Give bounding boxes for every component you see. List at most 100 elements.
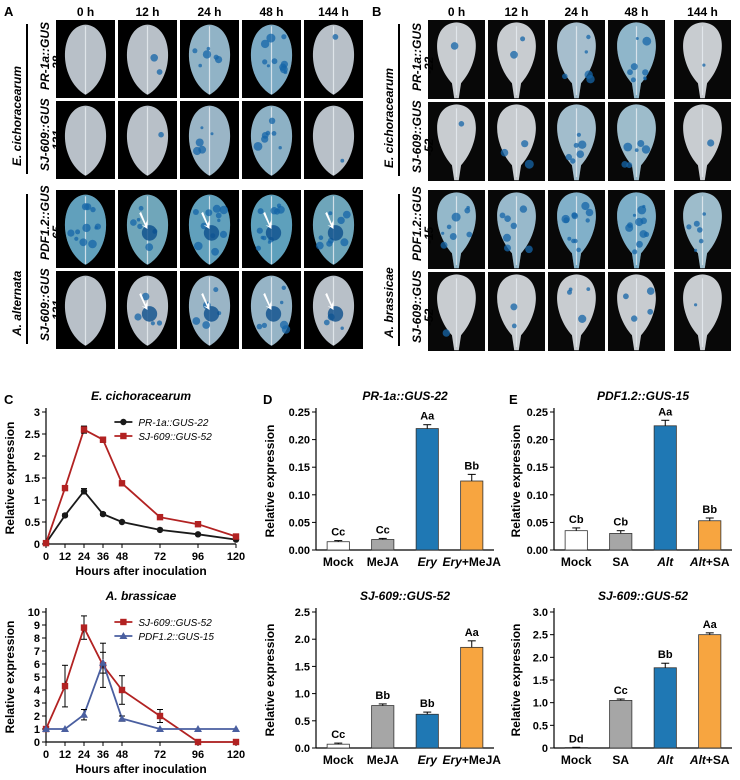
y-tick-label: 1.5 (295, 661, 310, 673)
gus-spot (156, 69, 163, 75)
gus-spot (205, 209, 213, 217)
gus-spot (504, 244, 511, 252)
x-axis-label: Hours after inoculation (75, 564, 206, 578)
row-label-construct: SJ-609::GUS (410, 100, 424, 173)
y-tick-label: 2.0 (295, 634, 310, 646)
leaf-photo-cell (56, 190, 115, 268)
gus-spot (686, 224, 692, 230)
gus-spot (255, 245, 261, 251)
data-point (232, 738, 240, 746)
bar (653, 425, 677, 551)
line-chart-e-cichoracearum: E. cichoracearum 0 0.5 1 1.5 2 2.5 3 0 12 24 36 48 72… (3, 389, 245, 578)
gus-spot (213, 287, 219, 293)
gus-spot (449, 233, 457, 240)
gus-spot (150, 321, 155, 326)
gus-spot (561, 214, 570, 224)
row-label-line: -15 (422, 226, 436, 244)
gus-spot (82, 223, 91, 233)
time-label: 144 h (687, 5, 718, 19)
gus-spot (707, 139, 715, 147)
leaf-photo-cell (428, 190, 485, 269)
gus-spot (635, 37, 639, 40)
leaf-image (683, 104, 722, 181)
bar (326, 541, 350, 551)
gus-spot (524, 159, 534, 169)
gus-spot (217, 218, 221, 223)
gus-spot (578, 314, 587, 323)
leaf-image (64, 24, 107, 95)
bar (415, 713, 439, 749)
row-label-line: -22 (422, 56, 436, 74)
x-tick-label: 36 (97, 749, 109, 761)
category-label: Alt (656, 753, 674, 767)
data-point (156, 526, 164, 534)
leaf-image (557, 274, 596, 351)
y-tick-label: 1 (34, 495, 40, 507)
gus-spot (75, 229, 81, 235)
category-rest-part: +MeJA (462, 555, 501, 569)
gus-spot (141, 292, 150, 301)
leaf-image (617, 274, 656, 351)
leaf-image (683, 274, 722, 351)
leaf-image (188, 24, 231, 95)
category-label: Ery+MeJA (443, 753, 502, 767)
gus-spot (626, 162, 633, 169)
gus-spot (332, 34, 339, 40)
leaf-image (312, 24, 355, 95)
gus-spot (458, 121, 465, 127)
leaf-image (497, 104, 536, 181)
leaf-photo-cell (548, 102, 605, 181)
gus-spot (525, 245, 533, 254)
series-line (46, 659, 236, 730)
row-label-construct: SJ-609::GUS (410, 270, 424, 343)
legend-label: SJ-609::GUS-52 (138, 432, 212, 443)
gus-spot (268, 117, 276, 124)
gus-spot (500, 148, 509, 157)
category-italic-part: Alt (689, 753, 707, 767)
gus-spot (565, 153, 572, 161)
y-tick-label: 0.15 (289, 462, 310, 474)
gus-spot (450, 42, 459, 50)
gus-spot (280, 65, 288, 74)
leaf-photo-cell (118, 101, 177, 179)
category-label: SA (612, 753, 629, 767)
y-tick-label: 8 (34, 633, 40, 645)
lesion (141, 225, 158, 241)
y-tick-label: 2.0 (533, 652, 548, 664)
x-tick-label: 96 (192, 749, 204, 761)
category-label: Ery+MeJA (443, 555, 502, 569)
panel-a-letter: A (4, 4, 14, 19)
gus-spot (464, 207, 471, 214)
panel-b: 0 h 12 h 24 h 48 h 144 h PR-1a::GUS -22 SJ-609:… (370, 0, 740, 360)
row-label-construct: PDF1.2::GUS (410, 186, 424, 261)
leaf-photo-cell (548, 272, 605, 351)
y-tick-label: 0 (542, 743, 548, 755)
x-tick-label: 12 (59, 551, 71, 563)
gus-spot (94, 226, 98, 230)
y-tick-label: 1.0 (533, 698, 548, 710)
leaf-image (437, 274, 476, 351)
category-italic-part: Alt (689, 555, 707, 569)
gus-spot (702, 212, 706, 216)
series-line (45, 489, 237, 544)
bar-chart-sj609-gus-meja: SJ-609::GUS-520.0 0.5 1.0 1.5 2.0 2.5Relative… (263, 589, 502, 767)
time-label: 12 h (135, 5, 160, 19)
leaf-image (64, 105, 107, 176)
arrow-icon (139, 292, 148, 310)
gus-spot (136, 217, 141, 222)
leaf-image (126, 194, 169, 265)
significance-letter: Bb (702, 504, 717, 516)
leaf-photo-cell (242, 271, 301, 349)
leaf-photo-cell (488, 190, 545, 269)
category-label: MeJA (367, 753, 399, 767)
gus-spot (643, 77, 647, 81)
leaf-photo-cell (548, 190, 605, 269)
gus-spot (340, 326, 344, 330)
category-rest-part: +MeJA (462, 753, 501, 767)
gus-spot (67, 229, 75, 237)
data-point (232, 533, 240, 540)
leaf-image (188, 194, 231, 265)
significance-letter: Dd (569, 733, 584, 745)
y-tick-label: 0.20 (527, 435, 548, 447)
gus-spot (632, 213, 637, 217)
